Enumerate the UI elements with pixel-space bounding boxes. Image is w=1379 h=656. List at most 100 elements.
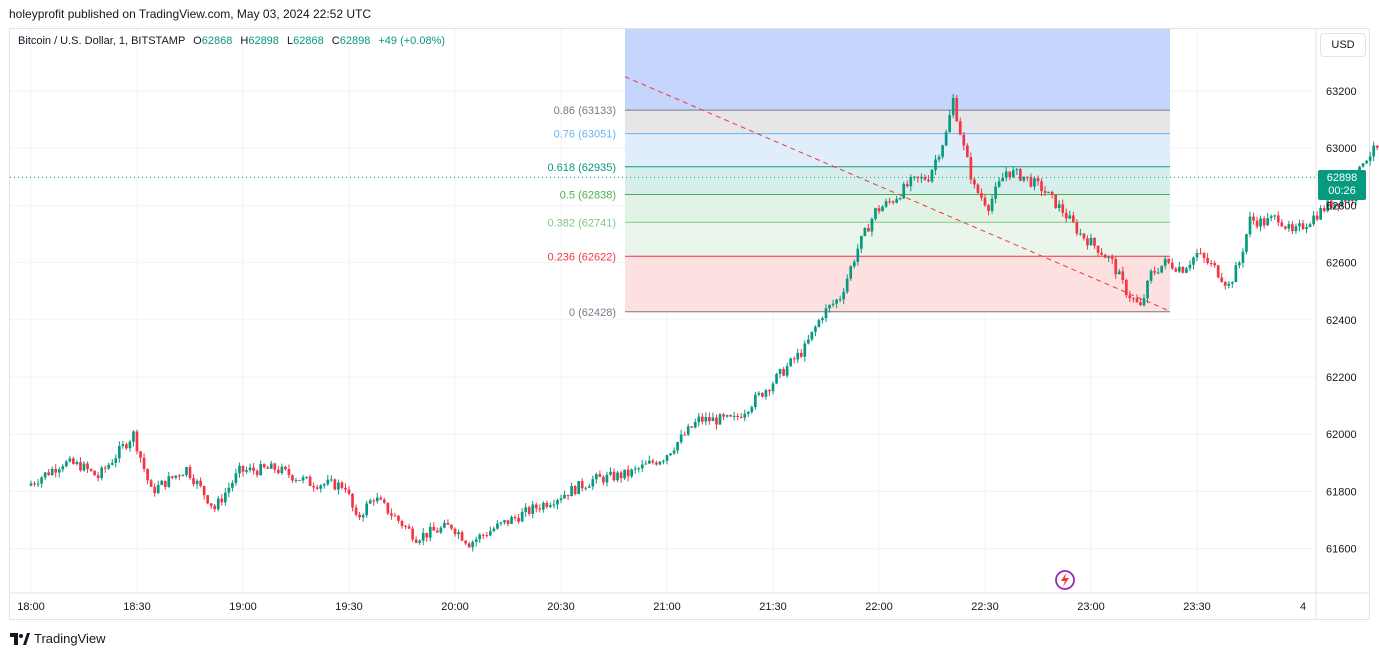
candle-body: [411, 528, 414, 540]
candle-body: [170, 476, 174, 478]
legend-close-value: 62898: [339, 35, 371, 47]
time-axis-label: 18:00: [17, 601, 45, 613]
candle-body: [1294, 226, 1298, 232]
candle-body: [107, 464, 111, 469]
time-axis-label: 21:30: [759, 601, 787, 613]
candle-body: [61, 466, 65, 470]
candle-body: [192, 477, 195, 485]
candle-body: [181, 474, 185, 477]
candle-body: [750, 407, 754, 412]
candle-body: [1117, 271, 1121, 275]
candle-body: [753, 394, 757, 408]
candle-body: [301, 477, 305, 481]
candle-body: [1004, 171, 1008, 178]
candle-body: [1008, 171, 1012, 178]
candle-body: [298, 479, 301, 481]
candle-body: [594, 474, 598, 480]
fib-level-label: 0.236 (62622): [548, 251, 617, 263]
candle-body: [488, 531, 492, 536]
candle-body: [174, 475, 178, 478]
candle-body: [1305, 227, 1308, 229]
candle-body: [937, 156, 941, 160]
price-axis-label: 63000: [1326, 143, 1357, 155]
candle-body: [616, 472, 619, 481]
candle-body: [647, 460, 651, 464]
candle-body: [602, 476, 605, 483]
candle-body: [160, 480, 164, 485]
fib-zone: [625, 222, 1170, 257]
candle-body: [761, 392, 764, 397]
candle-body: [397, 515, 400, 521]
candle-body: [1153, 271, 1156, 273]
candle-body: [1001, 177, 1005, 182]
candle-body: [206, 495, 210, 504]
time-axis-label: 20:00: [441, 601, 469, 613]
candle-body: [1139, 302, 1142, 306]
candle-body: [976, 184, 980, 193]
candle-body: [1234, 265, 1238, 283]
candle-body: [655, 462, 658, 465]
tradingview-logo-icon[interactable]: [10, 632, 30, 645]
candle-body: [534, 504, 538, 509]
candle-body: [117, 446, 121, 459]
candle-body: [375, 497, 379, 502]
candle-body: [1054, 194, 1058, 209]
candle-body: [877, 208, 881, 212]
candle-body: [1079, 233, 1082, 235]
candle-body: [1033, 178, 1036, 187]
candle-body: [33, 483, 36, 485]
candle-body: [223, 492, 227, 503]
currency-button[interactable]: USD: [1320, 33, 1366, 57]
time-axis-label: 20:30: [547, 601, 575, 613]
legend-close-label: C: [331, 35, 340, 47]
candle-body: [640, 464, 644, 469]
lightning-icon[interactable]: [1054, 569, 1076, 591]
candle-body: [344, 487, 347, 490]
candle-body: [1043, 191, 1047, 193]
chart-frame[interactable]: [9, 28, 1370, 620]
fib-zone: [625, 194, 1170, 223]
candle-body: [428, 526, 432, 538]
candle-body: [856, 248, 860, 262]
candle-body: [587, 486, 591, 488]
candle-body: [315, 487, 319, 489]
candle-body: [619, 472, 623, 479]
time-axis-label: 23:00: [1077, 601, 1105, 613]
time-axis-label: 23:30: [1183, 601, 1211, 613]
candle-body: [552, 504, 556, 506]
candle-body: [421, 532, 425, 541]
candle-body: [337, 482, 340, 490]
candle-body: [443, 522, 446, 528]
candle-body: [1050, 191, 1054, 195]
candle-body: [361, 515, 365, 518]
candle-body: [425, 532, 429, 538]
candle-body: [718, 414, 722, 425]
candle-body: [676, 442, 679, 451]
candle-body: [287, 469, 291, 476]
candle-body: [485, 535, 489, 537]
candle-body: [202, 486, 206, 496]
candle-body: [1086, 238, 1089, 246]
candle-body: [467, 543, 471, 548]
candle-body: [121, 444, 125, 447]
candle-body: [358, 514, 361, 518]
candle-body: [1068, 215, 1072, 219]
candle-body: [1238, 262, 1241, 266]
candle-body: [340, 482, 344, 488]
candle-body: [1082, 233, 1086, 239]
candle-body: [209, 503, 213, 506]
price-axis-label: 62400: [1326, 315, 1357, 327]
candle-body: [259, 464, 263, 476]
candle-body: [1071, 215, 1075, 223]
candle-body: [262, 464, 266, 468]
candle-body: [1308, 224, 1312, 228]
candle-body: [541, 502, 545, 510]
candle-body: [559, 498, 563, 501]
candle-body: [965, 145, 969, 158]
candle-body: [683, 434, 687, 436]
candle-body: [1241, 251, 1245, 263]
candle-body: [944, 132, 948, 146]
candle-body: [393, 515, 397, 517]
candle-body: [1273, 215, 1277, 217]
